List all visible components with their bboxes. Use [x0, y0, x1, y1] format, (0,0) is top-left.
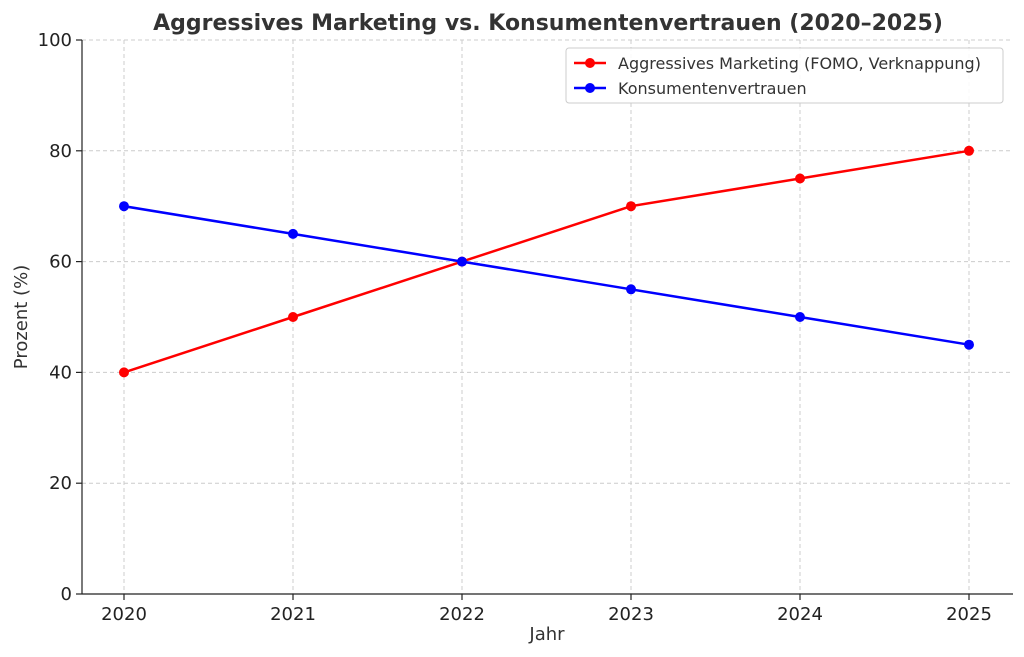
grid: [82, 39, 1013, 595]
x-tick-label: 2022: [439, 604, 485, 625]
legend-item: Konsumentenvertrauen: [574, 79, 807, 98]
data-point: [119, 367, 129, 378]
series-1: [119, 145, 974, 378]
data-point: [626, 284, 636, 295]
series-line: [123, 149, 970, 374]
x-tick-label: 2023: [608, 604, 654, 625]
data-point: [964, 339, 974, 350]
x-tick-label: 2021: [270, 604, 316, 625]
legend-item: Aggressives Marketing (FOMO, Verknappung…: [574, 54, 981, 73]
legend: Aggressives Marketing (FOMO, Verknappung…: [565, 47, 1004, 104]
y-tick-label: 40: [49, 362, 72, 383]
data-point: [626, 201, 636, 212]
data-point: [795, 173, 805, 184]
legend-label: Aggressives Marketing (FOMO, Verknappung…: [618, 54, 981, 73]
y-axis-label: Prozent (%): [11, 265, 32, 369]
axes: [81, 40, 1013, 595]
y-tick-label: 100: [38, 30, 72, 51]
data-point: [457, 256, 467, 267]
x-tick-label: 2025: [946, 604, 992, 625]
y-tick-label: 80: [49, 141, 72, 162]
y-tick-label: 60: [49, 252, 72, 273]
data-point: [964, 145, 974, 156]
series-layer: [119, 145, 974, 378]
ticks: 2020 2021 2022 2023 2024 2025 0 20 40 60 80 100: [38, 30, 992, 625]
legend-box: [565, 47, 1004, 104]
legend-marker: [585, 58, 595, 68]
data-point: [795, 312, 805, 322]
data-point: [288, 312, 298, 322]
legend-label: Konsumentenvertrauen: [618, 79, 807, 98]
series-2: [119, 201, 974, 350]
x-tick-label: 2024: [777, 604, 823, 625]
y-tick-label: 20: [49, 473, 72, 494]
chart-title: Aggressives Marketing vs. Konsumentenver…: [153, 11, 943, 36]
x-axis-label: Jahr: [528, 624, 565, 645]
legend-marker: [585, 83, 595, 93]
series-line: [123, 204, 970, 346]
x-tick-label: 2020: [101, 604, 147, 625]
data-point: [288, 228, 298, 239]
data-point: [119, 201, 129, 212]
y-tick-label: 0: [61, 584, 72, 605]
